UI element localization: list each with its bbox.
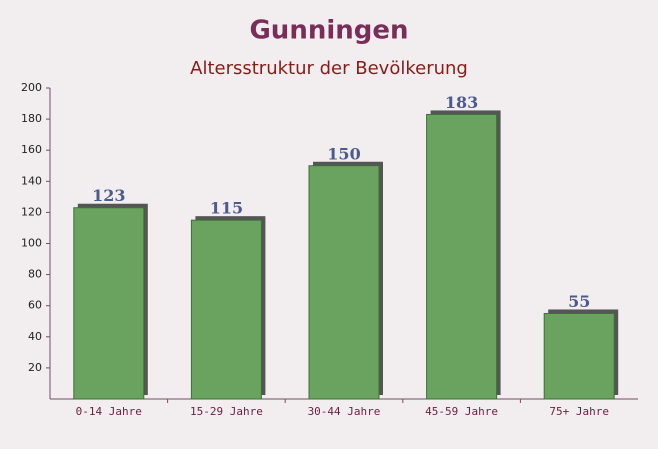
y-tick-label: 140 <box>21 174 42 187</box>
chart-subtitle: Altersstruktur der Bevölkerung <box>190 58 468 79</box>
x-tick-label: 0-14 Jahre <box>76 405 142 418</box>
bar <box>190 219 262 400</box>
x-tick-label: 15-29 Jahre <box>190 405 263 418</box>
value-label: 150 <box>327 144 360 163</box>
bar <box>73 207 145 400</box>
value-label: 55 <box>568 292 590 311</box>
y-tick-label: 200 <box>21 81 42 94</box>
y-tick-label: 60 <box>28 299 42 312</box>
y-tick-label: 180 <box>21 112 42 125</box>
y-tick-label: 80 <box>28 268 42 281</box>
value-label: 115 <box>210 199 243 218</box>
bar <box>426 113 498 400</box>
y-tick-label: 120 <box>21 205 42 218</box>
y-tick-label: 100 <box>21 237 42 250</box>
x-tick-label: 45-59 Jahre <box>425 405 498 418</box>
y-tick-label: 160 <box>21 143 42 156</box>
value-label: 183 <box>445 93 478 112</box>
y-tick-label: 40 <box>28 330 42 343</box>
x-tick-label: 30-44 Jahre <box>308 405 381 418</box>
chart-title: Gunningen <box>249 16 408 46</box>
bar <box>543 312 615 400</box>
y-tick-label: 20 <box>28 361 42 374</box>
value-label: 123 <box>92 186 125 205</box>
bar <box>308 165 380 400</box>
x-tick-label: 75+ Jahre <box>549 405 609 418</box>
